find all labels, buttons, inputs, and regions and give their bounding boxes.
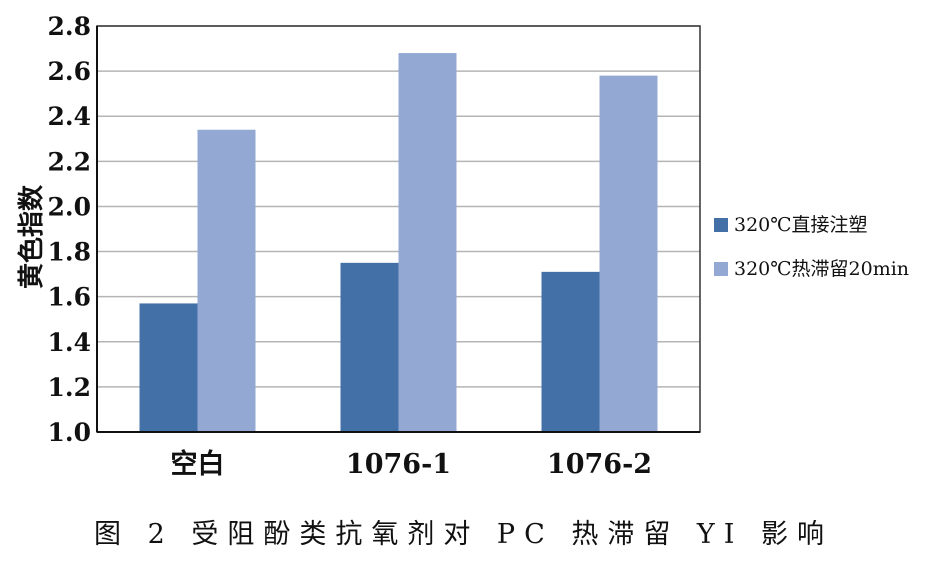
bar-1-2 <box>340 262 399 432</box>
legend-swatch-1 <box>714 218 728 232</box>
bar-1-3 <box>541 271 600 432</box>
legend-label-2: 320℃热滞留20min <box>734 258 909 280</box>
y-tick-label: 1.8 <box>48 238 92 267</box>
y-tick-label: 1.2 <box>48 373 92 402</box>
y-tick-label: 2.0 <box>48 192 92 221</box>
y-tick-label: 2.4 <box>48 102 92 131</box>
x-tick-label: 1076-1 <box>346 449 451 480</box>
legend-swatch-2 <box>714 262 728 276</box>
bar-2-2 <box>398 53 457 433</box>
bar-2-3 <box>599 75 658 432</box>
y-tick-label: 2.2 <box>48 147 92 176</box>
legend-label-1: 320℃直接注塑 <box>734 214 868 236</box>
y-axis-label: 黄色指数 <box>16 184 47 289</box>
bar-chart: 1.0 1.2 1.4 1.6 1.8 2.0 2.2 2.4 2.6 2.8 空白 1076-1 10… <box>16 12 909 480</box>
y-tick-label: 1.0 <box>48 418 92 447</box>
bar-1-1 <box>139 303 198 432</box>
bar-2-1 <box>197 129 256 432</box>
legend: 320℃直接注塑 320℃热滞留20min <box>714 214 909 280</box>
axes <box>96 25 701 433</box>
x-tick-label: 1076-2 <box>547 449 652 480</box>
y-tick-label: 1.6 <box>48 283 92 312</box>
tick-labels: 1.0 1.2 1.4 1.6 1.8 2.0 2.2 2.4 2.6 2.8 空白 1076-1 10… <box>48 12 653 480</box>
bars <box>139 53 658 433</box>
y-tick-label: 2.8 <box>48 12 92 41</box>
y-tick-label: 2.6 <box>48 57 92 86</box>
x-tick-label: 空白 <box>171 448 225 480</box>
figure-caption: 图 2 受阻酚类抗氧剂对 PC 热滞留 YI 影响 <box>94 519 833 550</box>
y-tick-label: 1.4 <box>48 328 92 357</box>
